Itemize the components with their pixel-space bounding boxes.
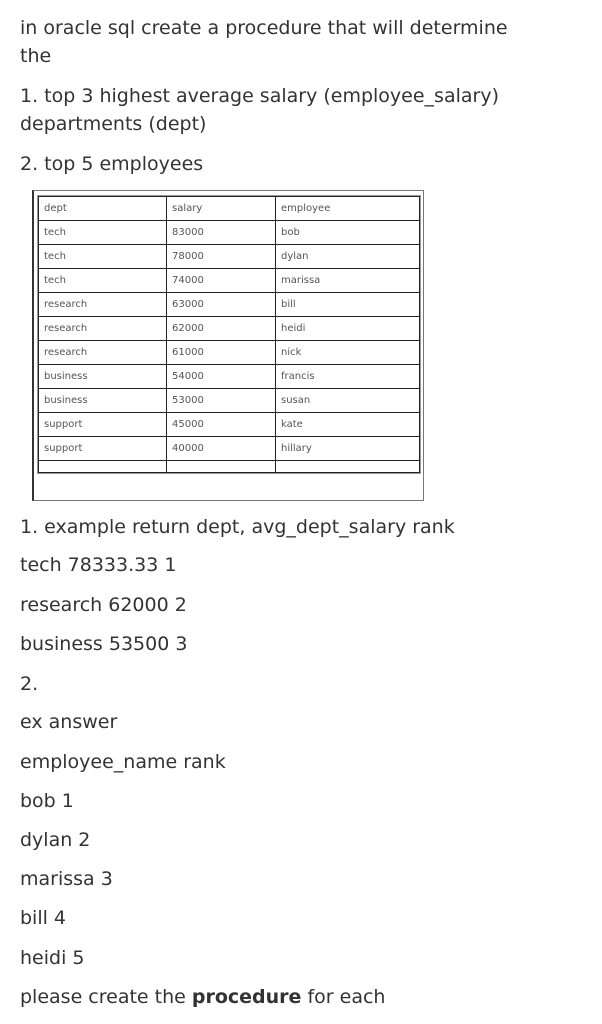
table-header-row: dept salary employee xyxy=(38,196,420,221)
table-cell: tech xyxy=(38,220,167,245)
example-line: heidi 5 xyxy=(20,947,85,969)
example-line: 2. xyxy=(20,673,39,695)
table-cell: business xyxy=(38,364,167,389)
question-item: 1. top 3 highest average salary (employe… xyxy=(20,85,499,107)
table-cell: support xyxy=(38,436,167,461)
table-cell xyxy=(166,460,276,473)
salary-table: dept salary employee tech 83000 bob tech 78000 d… xyxy=(37,195,421,474)
table-cell: 62000 xyxy=(166,316,276,341)
example-line: dylan 2 xyxy=(20,829,91,851)
table-cell: employee xyxy=(275,196,420,221)
table-image: dept salary employee tech 83000 bob tech 78000 d… xyxy=(32,190,424,501)
final-text: for each xyxy=(301,986,386,1008)
final-bold: procedure xyxy=(191,986,302,1008)
table-cell: 53000 xyxy=(166,388,276,413)
example-line: business 53500 3 xyxy=(20,633,188,655)
table-cell: salary xyxy=(166,196,276,221)
table-cell: 54000 xyxy=(166,364,276,389)
example-line: employee_name rank xyxy=(20,751,226,773)
table-row: tech 74000 marissa xyxy=(38,268,420,293)
table-row: tech 78000 dylan xyxy=(38,244,420,269)
table-cell: research xyxy=(38,316,167,341)
table-row: research 62000 heidi xyxy=(38,316,420,341)
table-cell: 83000 xyxy=(166,220,276,245)
question-item: departments (dept) xyxy=(20,113,207,135)
table-cell: kate xyxy=(275,412,420,437)
table-cell: 63000 xyxy=(166,292,276,317)
table-cell xyxy=(275,460,420,473)
table-cell: hillary xyxy=(275,436,420,461)
question-line: in oracle sql create a procedure that wi… xyxy=(20,17,508,39)
table-row: research 61000 nick xyxy=(38,340,420,365)
example-line: marissa 3 xyxy=(20,868,113,890)
table-cell: 40000 xyxy=(166,436,276,461)
table-cell: tech xyxy=(38,268,167,293)
table-cell: research xyxy=(38,292,167,317)
table-row: research 63000 bill xyxy=(38,292,420,317)
table-cell: business xyxy=(38,388,167,413)
table-cell: heidi xyxy=(275,316,420,341)
table-cell: bob xyxy=(275,220,420,245)
example-line: research 62000 2 xyxy=(20,594,187,616)
table-cell: marissa xyxy=(275,268,420,293)
table-cell: nick xyxy=(275,340,420,365)
example-line: bill 4 xyxy=(20,907,67,929)
final-line: please create the procedure for each xyxy=(20,985,385,1009)
table-cell: francis xyxy=(275,364,420,389)
table-cell: 78000 xyxy=(166,244,276,269)
table-cell: tech xyxy=(38,244,167,269)
table-cell xyxy=(38,460,167,473)
final-text: please create the xyxy=(20,986,192,1008)
table-cell: 61000 xyxy=(166,340,276,365)
example-line: bob 1 xyxy=(20,790,74,812)
table-cell: dept xyxy=(38,196,167,221)
example-line: 1. example return dept, avg_dept_salary … xyxy=(20,516,455,538)
table-row: support 40000 hillary xyxy=(38,436,420,461)
table-cell: 45000 xyxy=(166,412,276,437)
table-cell: dylan xyxy=(275,244,420,269)
table-cell: bill xyxy=(275,292,420,317)
table-row-empty xyxy=(38,460,420,473)
table-row: business 53000 susan xyxy=(38,388,420,413)
example-line: tech 78333.33 1 xyxy=(20,554,177,576)
table-row: support 45000 kate xyxy=(38,412,420,437)
table-cell: susan xyxy=(275,388,420,413)
question-line: the xyxy=(20,45,52,67)
table-cell: 74000 xyxy=(166,268,276,293)
table-cell: research xyxy=(38,340,167,365)
table-cell: support xyxy=(38,412,167,437)
question-item: 2. top 5 employees xyxy=(20,153,204,175)
example-line: ex answer xyxy=(20,711,118,733)
table-row: tech 83000 bob xyxy=(38,220,420,245)
table-row: business 54000 francis xyxy=(38,364,420,389)
